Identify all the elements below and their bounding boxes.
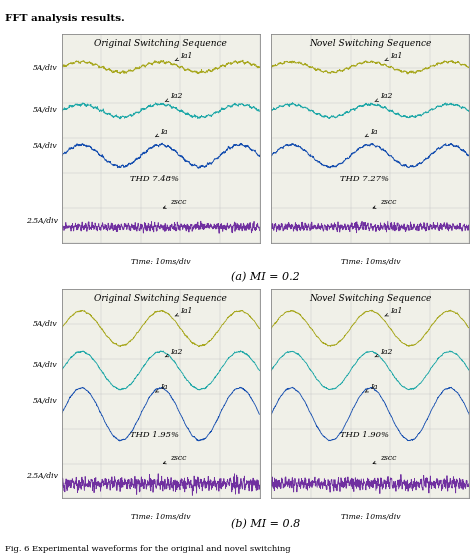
Text: Ia: Ia bbox=[365, 384, 378, 392]
Text: (b) MI = 0.8: (b) MI = 0.8 bbox=[231, 519, 300, 529]
Text: Ia1: Ia1 bbox=[385, 52, 402, 60]
Text: FFT analysis results.: FFT analysis results. bbox=[5, 14, 125, 23]
Text: THD 7.48%: THD 7.48% bbox=[130, 175, 179, 183]
Text: zscc: zscc bbox=[373, 454, 397, 464]
Text: Ia1: Ia1 bbox=[175, 52, 193, 60]
Text: 5A/div: 5A/div bbox=[33, 142, 58, 150]
Text: 5A/div: 5A/div bbox=[33, 361, 58, 370]
Text: THD 1.95%: THD 1.95% bbox=[130, 431, 179, 438]
Text: 2.5A/div: 2.5A/div bbox=[26, 473, 58, 480]
Text: Original Switching Sequence: Original Switching Sequence bbox=[94, 39, 227, 48]
Text: Time: 10ms/div: Time: 10ms/div bbox=[131, 513, 191, 521]
Text: Ia1: Ia1 bbox=[175, 307, 193, 316]
Text: 5A/div: 5A/div bbox=[33, 106, 58, 114]
Text: zscc: zscc bbox=[163, 198, 187, 208]
Text: Ia2: Ia2 bbox=[165, 92, 183, 101]
Text: Ia2: Ia2 bbox=[375, 348, 392, 357]
Text: THD 1.90%: THD 1.90% bbox=[340, 431, 389, 438]
Text: Ia: Ia bbox=[155, 384, 168, 392]
Text: Original Switching Sequence: Original Switching Sequence bbox=[94, 294, 227, 304]
Text: Time: 10ms/div: Time: 10ms/div bbox=[131, 258, 191, 265]
Text: Ia1: Ia1 bbox=[385, 307, 402, 316]
Text: 5A/div: 5A/div bbox=[33, 397, 58, 405]
Text: 5A/div: 5A/div bbox=[33, 64, 58, 72]
Text: zscc: zscc bbox=[373, 198, 397, 208]
Text: (a) MI = 0.2: (a) MI = 0.2 bbox=[231, 272, 300, 282]
Text: Time: 10ms/div: Time: 10ms/div bbox=[340, 258, 400, 265]
Text: THD 7.27%: THD 7.27% bbox=[340, 175, 389, 183]
Text: 2.5A/div: 2.5A/div bbox=[26, 217, 58, 225]
Text: Time: 10ms/div: Time: 10ms/div bbox=[340, 513, 400, 521]
Text: Ia: Ia bbox=[365, 128, 378, 137]
Text: Ia2: Ia2 bbox=[375, 92, 392, 101]
Text: Fig. 6 Experimental waveforms for the original and novel switching: Fig. 6 Experimental waveforms for the or… bbox=[5, 545, 291, 553]
Text: Ia2: Ia2 bbox=[165, 348, 183, 357]
Text: 5A/div: 5A/div bbox=[33, 320, 58, 328]
Text: Novel Switching Sequence: Novel Switching Sequence bbox=[309, 294, 431, 304]
Text: zscc: zscc bbox=[163, 454, 187, 464]
Text: Novel Switching Sequence: Novel Switching Sequence bbox=[309, 39, 431, 48]
Text: Ia: Ia bbox=[155, 128, 168, 137]
